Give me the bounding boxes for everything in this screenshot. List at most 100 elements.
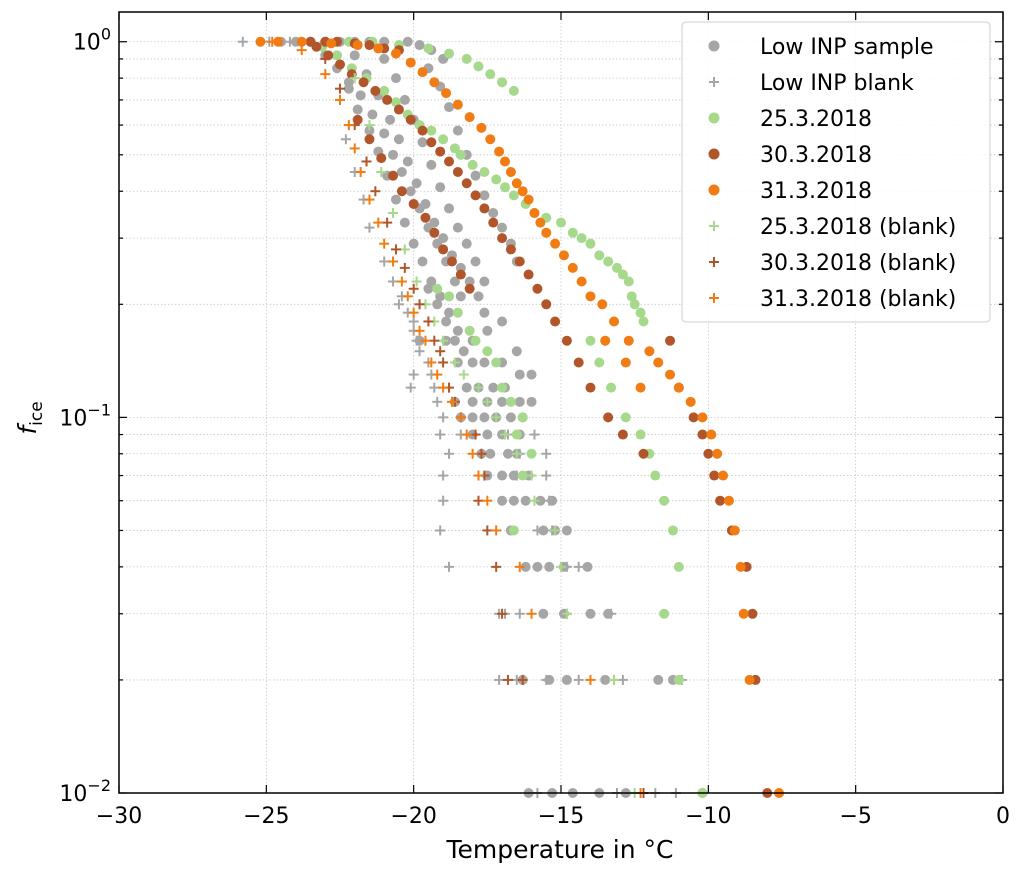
data-point <box>438 335 449 346</box>
data-point <box>497 77 508 88</box>
data-point <box>508 495 519 506</box>
data-point <box>747 608 758 619</box>
data-point <box>544 495 555 506</box>
x-tick-label: −30 <box>96 804 142 829</box>
data-point <box>364 40 375 51</box>
data-point <box>426 137 437 148</box>
data-point <box>441 316 452 327</box>
data-point <box>532 525 543 536</box>
data-point <box>556 217 566 228</box>
data-point <box>526 608 537 619</box>
legend-label: 25.3.2018 (blank) <box>760 215 956 240</box>
data-point <box>420 335 431 346</box>
data-point <box>567 227 578 238</box>
legend-marker <box>709 77 719 87</box>
data-point <box>526 369 537 380</box>
data-point <box>609 674 620 685</box>
data-point <box>523 269 534 280</box>
data-point <box>617 269 628 280</box>
data-point <box>355 90 366 101</box>
data-point <box>482 495 493 506</box>
data-point <box>603 412 614 423</box>
data-point <box>332 50 343 61</box>
data-point <box>470 335 481 346</box>
data-point <box>432 369 443 380</box>
data-point <box>573 674 584 685</box>
data-point <box>594 357 605 368</box>
data-point <box>370 186 381 197</box>
data-point <box>585 608 596 619</box>
data-point <box>458 346 469 357</box>
data-point <box>444 307 455 318</box>
data-point <box>482 325 493 336</box>
data-point <box>429 217 440 228</box>
data-point <box>476 122 487 133</box>
data-point <box>697 412 708 423</box>
data-point <box>479 276 490 287</box>
data-points <box>237 36 785 798</box>
data-point <box>561 335 572 346</box>
data-point <box>284 36 295 47</box>
data-point <box>464 276 475 287</box>
y-tick-label: 10−1 <box>59 400 111 431</box>
data-point <box>385 114 396 125</box>
data-point <box>541 299 552 310</box>
data-point <box>464 283 475 294</box>
data-point <box>673 561 684 572</box>
data-point <box>382 94 393 105</box>
data-point <box>502 674 513 685</box>
data-point <box>340 134 351 145</box>
data-point <box>320 53 331 64</box>
data-point <box>482 525 493 536</box>
data-point <box>388 170 399 181</box>
data-point <box>541 674 552 685</box>
data-point <box>638 448 649 459</box>
data-point <box>494 146 505 157</box>
data-point <box>467 396 478 407</box>
data-point <box>352 104 363 115</box>
data-point <box>508 85 519 96</box>
data-point <box>349 50 360 61</box>
data-point <box>444 448 455 459</box>
data-point <box>449 335 460 346</box>
data-point <box>432 299 443 310</box>
data-point <box>735 561 746 572</box>
data-point <box>358 77 369 88</box>
data-point <box>373 43 384 54</box>
data-point <box>364 120 375 131</box>
data-point <box>405 114 416 125</box>
data-point <box>597 299 608 310</box>
data-point <box>432 283 443 294</box>
data-point <box>352 40 363 51</box>
data-point <box>558 250 569 261</box>
data-point <box>488 382 499 393</box>
data-point <box>511 429 522 440</box>
data-point <box>452 325 463 336</box>
data-point <box>532 283 543 294</box>
data-point <box>606 382 617 393</box>
y-tick-label: 10−2 <box>59 776 111 807</box>
data-point <box>626 291 637 302</box>
data-point <box>446 396 457 407</box>
data-point <box>420 212 431 223</box>
data-point <box>426 125 437 136</box>
data-point <box>399 244 410 255</box>
data-point <box>529 429 540 440</box>
y-axis-label-subscript: ice <box>27 401 47 426</box>
legend-marker <box>708 112 720 124</box>
data-point <box>373 217 384 228</box>
data-point <box>429 382 440 393</box>
data-point <box>361 156 372 167</box>
data-point <box>538 608 549 619</box>
data-point <box>505 412 516 423</box>
data-point <box>364 222 375 233</box>
data-point <box>611 262 622 273</box>
data-point <box>517 186 528 197</box>
data-point <box>396 276 407 287</box>
data-point <box>390 73 401 84</box>
data-point <box>452 125 463 136</box>
data-point <box>461 178 472 189</box>
data-point <box>435 429 446 440</box>
data-point <box>629 299 640 310</box>
data-point <box>485 69 496 80</box>
